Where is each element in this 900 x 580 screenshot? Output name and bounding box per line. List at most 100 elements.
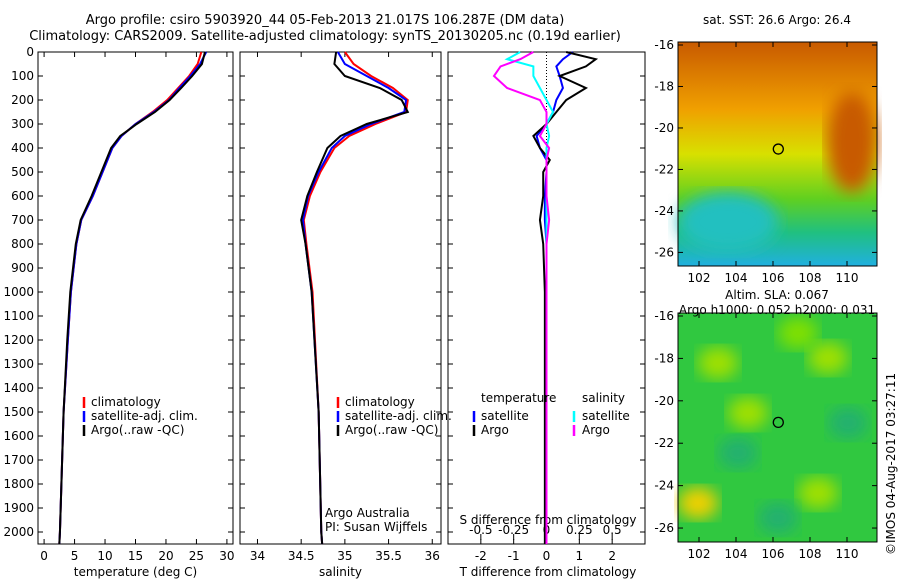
x-tick-label: -2	[475, 549, 487, 563]
series-line-T-satellite	[535, 51, 574, 544]
series-line-S-Argo	[492, 51, 551, 544]
map-x-tick-label: 108	[799, 271, 822, 285]
sst-map-title: sat. SST: 26.6 Argo: 26.4	[703, 13, 851, 27]
x2-tick-label: -0.25	[498, 523, 529, 537]
legend-label: satellite-adj. clim.	[345, 409, 452, 423]
y-tick-label: 700	[11, 213, 34, 227]
y-tick-label: 0	[26, 45, 34, 59]
y-tick-label: 2000	[3, 525, 34, 539]
map-y-tick-label: -22	[654, 436, 674, 450]
title-line-2: Climatology: CARS2009. Satellite-adjuste…	[29, 29, 621, 44]
series-line-satellite-adj-clim-	[301, 51, 408, 545]
map-x-tick-label: 104	[725, 547, 748, 561]
cool-patch	[678, 192, 778, 252]
map-y-tick-label: -26	[654, 245, 674, 259]
map-y-tick-label: -22	[654, 162, 674, 176]
legend-label: satellite	[582, 409, 630, 423]
x-tick-label: 2	[608, 549, 616, 563]
map-y-tick-label: -16	[654, 309, 674, 323]
map-x-tick-label: 102	[688, 271, 711, 285]
x2-tick-label: 0.5	[603, 523, 622, 537]
x2-tick-label: 0.25	[566, 523, 593, 537]
map-y-tick-label: -24	[654, 479, 674, 493]
map-frame	[677, 312, 878, 543]
sla-map-title-2: Argo h1000: 0.052 h2000: 0.031	[679, 303, 875, 317]
map-y-tick-label: -16	[654, 38, 674, 52]
x2-axis-label: S difference from climatology	[460, 513, 637, 527]
x-tick-label: 34	[250, 549, 265, 563]
legend-label: climatology	[91, 395, 161, 409]
x-tick-label: 34.5	[288, 549, 315, 563]
map-y-tick-label: -26	[654, 521, 674, 535]
x-axis-label: temperature (deg C)	[74, 565, 197, 579]
title-line-1: Argo profile: csiro 5903920_44 05-Feb-20…	[85, 13, 565, 28]
series-line-Argo-raw-QC-	[58, 51, 206, 545]
y-tick-label: 1600	[3, 429, 34, 443]
legend-label: climatology	[345, 395, 415, 409]
series-line-Argo-raw-QC-	[300, 51, 410, 545]
x-axis-label: T difference from climatology	[459, 565, 637, 579]
legend-label: satellite-adj. clim.	[91, 409, 198, 423]
sla-blob	[758, 502, 798, 534]
x-tick-label: 35	[337, 549, 352, 563]
legend-title-temperature: temperature	[481, 391, 556, 405]
map-x-tick-label: 104	[725, 271, 748, 285]
map-x-tick-label: 106	[762, 547, 785, 561]
sla-blob	[808, 342, 848, 374]
legend-label: Argo(..raw -QC)	[91, 423, 184, 437]
legend-label: Argo	[582, 423, 610, 437]
y-tick-label: 600	[11, 189, 34, 203]
x-tick-label: 20	[158, 549, 173, 563]
map-x-tick-label: 110	[836, 547, 859, 561]
y-tick-label: 1300	[3, 357, 34, 371]
y-tick-label: 1000	[3, 285, 34, 299]
x-axis-label: salinity	[319, 565, 362, 579]
plot-frame-1	[239, 51, 442, 545]
y-tick-label: 300	[11, 117, 34, 131]
sla-blob	[718, 437, 758, 469]
x-tick-label: 5	[71, 549, 79, 563]
legend-label: Argo	[481, 423, 509, 437]
map-x-tick-label: 106	[762, 271, 785, 285]
map-y-tick-label: -18	[654, 79, 674, 93]
x-tick-label: 10	[97, 549, 112, 563]
warm-patch	[827, 92, 877, 192]
x-tick-label: 15	[128, 549, 143, 563]
x-tick-label: 25	[189, 549, 204, 563]
y-tick-label: 900	[11, 261, 34, 275]
x-tick-label: 1	[576, 549, 584, 563]
sla-map-title-1: Altim. SLA: 0.067	[725, 288, 829, 302]
argo-location-marker	[772, 143, 784, 155]
y-tick-label: 500	[11, 165, 34, 179]
sla-blob	[778, 317, 818, 349]
map-x-tick-label: 110	[836, 271, 859, 285]
map-x-tick-label: 108	[799, 547, 822, 561]
y-tick-label: 1200	[3, 333, 34, 347]
credit-text: ©IMOS 04-Aug-2017 03:27:11	[884, 372, 898, 555]
x2-tick-label: -0.5	[469, 523, 492, 537]
sla-blob	[678, 487, 718, 519]
x-tick-label: -1	[508, 549, 520, 563]
y-tick-label: 100	[11, 69, 34, 83]
argo-location-marker	[772, 416, 784, 429]
legend-label: Argo(..raw -QC)	[345, 423, 438, 437]
y-tick-label: 400	[11, 141, 34, 155]
annotation-argo-australia: Argo Australia	[325, 506, 410, 520]
sla-blob	[698, 347, 738, 379]
map-y-tick-label: -20	[654, 394, 674, 408]
y-tick-label: 1900	[3, 501, 34, 515]
annotation-pi: PI: Susan Wijffels	[325, 520, 427, 534]
x-tick-label: 36	[425, 549, 440, 563]
x-tick-label: 30	[219, 549, 234, 563]
y-tick-label: 1500	[3, 405, 34, 419]
y-tick-label: 1700	[3, 453, 34, 467]
y-tick-label: 800	[11, 237, 34, 251]
y-tick-label: 1100	[3, 309, 34, 323]
series-line-climatology	[58, 51, 203, 545]
series-line-T-Argo	[532, 51, 599, 544]
map-y-tick-label: -24	[654, 204, 674, 218]
map-y-tick-label: -20	[654, 121, 674, 135]
sla-blob	[828, 407, 868, 439]
